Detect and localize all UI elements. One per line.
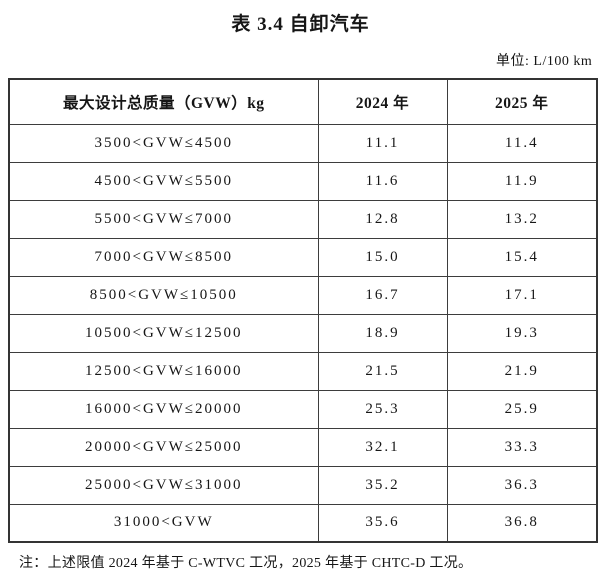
limit-2025-cell: 25.9 [446, 389, 598, 429]
gvw-range-cell: 8500<GVW≤10500 [8, 275, 319, 315]
limit-2024-cell: 25.3 [317, 389, 448, 429]
limit-2024-cell: 35.6 [317, 503, 448, 543]
table-body: 3500<GVW≤4500 11.1 11.4 4500<GVW≤5500 11… [8, 123, 598, 543]
gvw-range-cell: 4500<GVW≤5500 [8, 161, 319, 201]
limit-2025-cell: 13.2 [446, 199, 598, 239]
limit-2024-cell: 11.6 [317, 161, 448, 201]
limit-2025-cell: 11.9 [446, 161, 598, 201]
limit-2024-cell: 18.9 [317, 313, 448, 353]
limit-2024-cell: 32.1 [317, 427, 448, 467]
limit-2024-cell: 21.5 [317, 351, 448, 391]
footnote: 注：上述限值 2024 年基于 C-WTVC 工况，2025 年基于 CHTC-… [19, 556, 473, 571]
gvw-range-cell: 10500<GVW≤12500 [8, 313, 319, 353]
gvw-range-cell: 3500<GVW≤4500 [8, 123, 319, 163]
limit-2024-cell: 11.1 [317, 123, 448, 163]
gvw-range-cell: 20000<GVW≤25000 [8, 427, 319, 467]
header-gvw-range: 最大设计总质量（GVW）kg [8, 78, 319, 125]
table-row: 8500<GVW≤10500 16.7 17.1 [8, 275, 598, 315]
limit-2025-cell: 21.9 [446, 351, 598, 391]
table-row: 7000<GVW≤8500 15.0 15.4 [8, 237, 598, 277]
gvw-range-cell: 7000<GVW≤8500 [8, 237, 319, 277]
table-row: 31000<GVW 35.6 36.8 [8, 503, 598, 543]
limit-2024-cell: 35.2 [317, 465, 448, 505]
limit-2024-cell: 16.7 [317, 275, 448, 315]
table-row: 5500<GVW≤7000 12.8 13.2 [8, 199, 598, 239]
table-row: 20000<GVW≤25000 32.1 33.3 [8, 427, 598, 467]
gvw-range-cell: 31000<GVW [8, 503, 319, 543]
gvw-range-cell: 16000<GVW≤20000 [8, 389, 319, 429]
limit-2025-cell: 36.8 [446, 503, 598, 543]
table-row: 10500<GVW≤12500 18.9 19.3 [8, 313, 598, 353]
limit-2025-cell: 15.4 [446, 237, 598, 277]
table-header-row: 最大设计总质量（GVW）kg 2024 年 2025 年 [8, 78, 598, 125]
table-row: 4500<GVW≤5500 11.6 11.9 [8, 161, 598, 201]
limit-2025-cell: 11.4 [446, 123, 598, 163]
header-year-2024: 2024 年 [317, 78, 448, 125]
limit-2025-cell: 33.3 [446, 427, 598, 467]
table-row: 3500<GVW≤4500 11.1 11.4 [8, 123, 598, 163]
gvw-range-cell: 25000<GVW≤31000 [8, 465, 319, 505]
limit-2024-cell: 15.0 [317, 237, 448, 277]
gvw-range-cell: 5500<GVW≤7000 [8, 199, 319, 239]
limit-2025-cell: 19.3 [446, 313, 598, 353]
limit-2025-cell: 17.1 [446, 275, 598, 315]
limit-2025-cell: 36.3 [446, 465, 598, 505]
limit-2024-cell: 12.8 [317, 199, 448, 239]
table-row: 16000<GVW≤20000 25.3 25.9 [8, 389, 598, 429]
page-title: 表 3.4 自卸汽车 [231, 14, 370, 35]
unit-label: 单位: L/100 km [496, 54, 593, 69]
table-row: 12500<GVW≤16000 21.5 21.9 [8, 351, 598, 391]
table-row: 25000<GVW≤31000 35.2 36.3 [8, 465, 598, 505]
fuel-consumption-limits-table: 最大设计总质量（GVW）kg 2024 年 2025 年 3500<GVW≤45… [8, 78, 598, 543]
header-year-2025: 2025 年 [446, 78, 598, 125]
gvw-range-cell: 12500<GVW≤16000 [8, 351, 319, 391]
